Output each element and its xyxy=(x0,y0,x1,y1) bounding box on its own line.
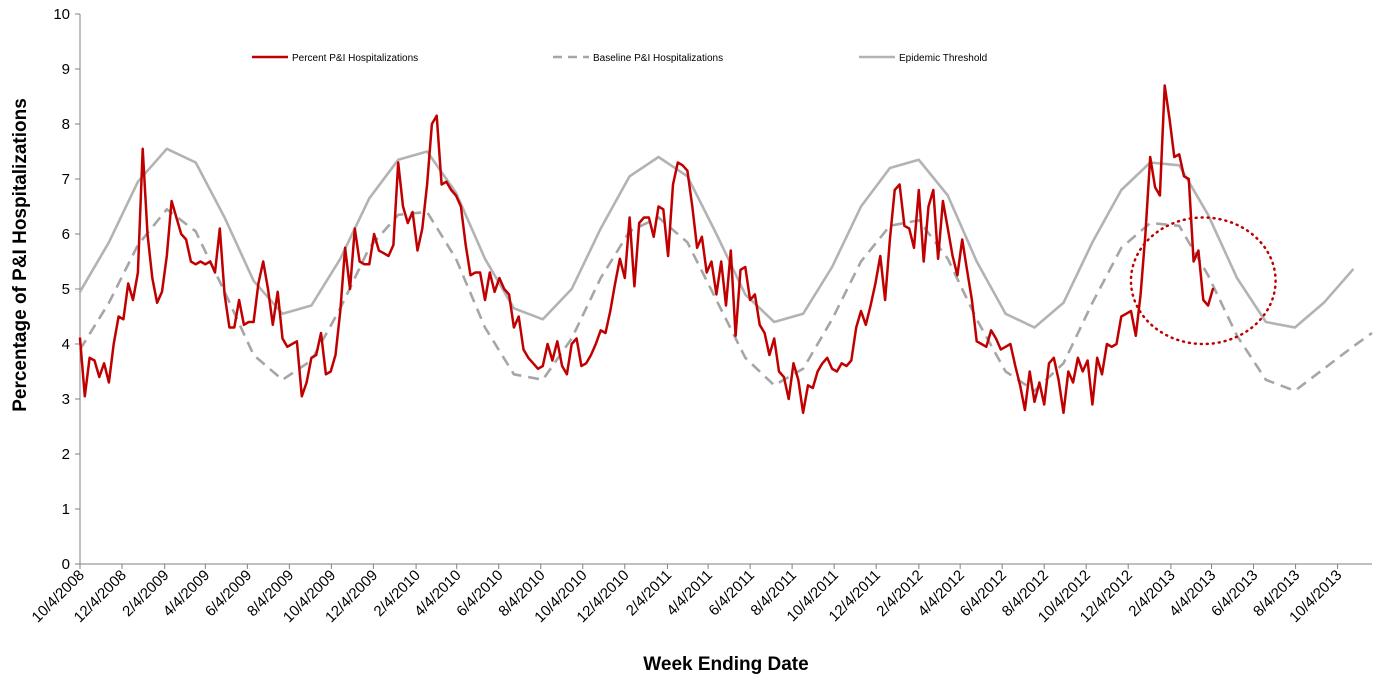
legend-label: Percent P&I Hospitalizations xyxy=(292,53,418,64)
y-tick-label: 9 xyxy=(62,61,70,78)
y-tick-label: 5 xyxy=(62,281,70,298)
x-tick-label: 4/4/2011 xyxy=(663,567,716,620)
highlight-ellipse xyxy=(1129,216,1277,346)
legend-label: Baseline P&I Hospitalizations xyxy=(593,53,723,64)
legend: Percent P&I Hospitalizations Baseline P&I… xyxy=(252,53,987,64)
x-tick-label: 6/4/2011 xyxy=(705,567,758,620)
x-axis-ticks: 10/4/200812/4/20082/4/20094/4/20096/4/20… xyxy=(29,564,1345,626)
y-tick-label: 1 xyxy=(62,501,70,518)
series-layer xyxy=(78,84,1373,415)
series-baseline-line xyxy=(78,208,1373,393)
x-axis-title: Week Ending Date xyxy=(643,654,808,675)
y-axis-ticks: 0 1 2 3 4 5 6 7 8 9 10 xyxy=(53,6,80,573)
y-axis-title: Percentage of P&I Hospitalizations xyxy=(10,98,31,412)
y-tick-label: 8 xyxy=(62,116,70,133)
annotation-layer xyxy=(1129,216,1277,346)
y-tick-label: 10 xyxy=(53,6,70,23)
y-tick-label: 6 xyxy=(62,226,70,243)
y-tick-label: 2 xyxy=(62,446,70,463)
y-tick-label: 7 xyxy=(62,171,70,188)
y-tick-label: 0 xyxy=(62,556,70,573)
y-tick-label: 3 xyxy=(62,391,70,408)
y-tick-label: 4 xyxy=(62,336,70,353)
series-percent-pi-line xyxy=(78,84,1215,415)
series-epidemic-threshold-line xyxy=(78,147,1354,329)
plot-area: 0 1 2 3 4 5 6 7 8 9 10 10/4/200812/4/20082/4/20094… xyxy=(29,6,1373,626)
legend-label: Epidemic Threshold xyxy=(899,53,987,64)
